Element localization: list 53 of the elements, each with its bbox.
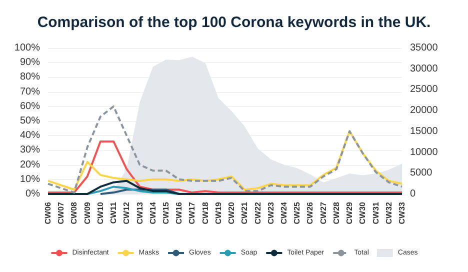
x-tick-label: CW09 <box>82 201 92 224</box>
x-tick-label: CW15 <box>162 201 170 224</box>
x-tick-label: CW18 <box>200 201 210 224</box>
line-series <box>47 105 403 194</box>
y-tick-label: 30% <box>20 144 40 156</box>
x-tick-label: CW22 <box>253 201 262 224</box>
y2-tick-label: 15000 <box>410 126 438 137</box>
line-series <box>86 186 180 195</box>
y-tick-label: 70% <box>20 86 40 98</box>
y-tick-label: 0% <box>26 188 40 200</box>
y-tick-label: 50% <box>20 116 40 126</box>
x-tick-label: CW11 <box>109 201 118 224</box>
y-tick-label: 60% <box>20 100 40 112</box>
y2-tick-label: 25000 <box>410 84 438 96</box>
x-tick-label: CW33 <box>398 201 406 224</box>
x-tick-label: CW25 <box>292 201 302 224</box>
x-tick-label: CW19 <box>214 201 223 224</box>
x-tick-label: CW20 <box>227 201 236 224</box>
y2-tick-label: 20000 <box>410 105 438 116</box>
y2-tick-label: 5000 <box>410 168 433 179</box>
y2-tick-label: 0 <box>410 188 416 200</box>
x-tick-label: CW32 <box>384 201 394 224</box>
x-tick-label: CW27 <box>318 201 328 224</box>
x-tick-label: CW21 <box>240 201 250 224</box>
x-tick-label: CW23 <box>266 201 276 224</box>
x-tick-label: CW26 <box>306 201 315 224</box>
x-tick-label: CW17 <box>188 201 197 224</box>
y-tick-label: 100% <box>14 42 40 54</box>
y-tick-label: 90% <box>20 57 40 68</box>
y-tick-label: 10% <box>20 174 40 185</box>
y2-tick-label: 30000 <box>410 63 438 74</box>
x-tick-label: CW14 <box>148 201 158 224</box>
x-tick-label: CW07 <box>56 201 66 224</box>
y2-tick-label: 35000 <box>410 42 438 54</box>
x-tick-label: CW08 <box>70 201 79 224</box>
line-series <box>47 130 403 191</box>
line-series <box>47 180 403 195</box>
x-tick-label: CW28 <box>332 201 341 224</box>
y-tick-label: 20% <box>20 159 40 170</box>
chart-title: Comparison of the top 100 Corona keywords in the UK. <box>37 14 431 31</box>
x-tick-label: CW29 <box>345 201 354 224</box>
y-tick-label: 40% <box>20 130 40 142</box>
y2-tick-label: 10000 <box>410 146 438 158</box>
x-tick-label: CW10 <box>96 201 105 224</box>
y-tick-label: 80% <box>20 72 40 83</box>
x-tick-label: CW16 <box>174 201 184 224</box>
x-tick-label: CW24 <box>280 201 288 224</box>
x-tick-label: CW13 <box>135 201 144 224</box>
line-series <box>47 140 403 194</box>
x-tick-label: CW30 <box>358 201 368 224</box>
x-tick-label: CW06 <box>44 201 52 224</box>
x-tick-label: CW12 <box>122 201 132 224</box>
x-tick-label: CW31 <box>371 201 380 224</box>
